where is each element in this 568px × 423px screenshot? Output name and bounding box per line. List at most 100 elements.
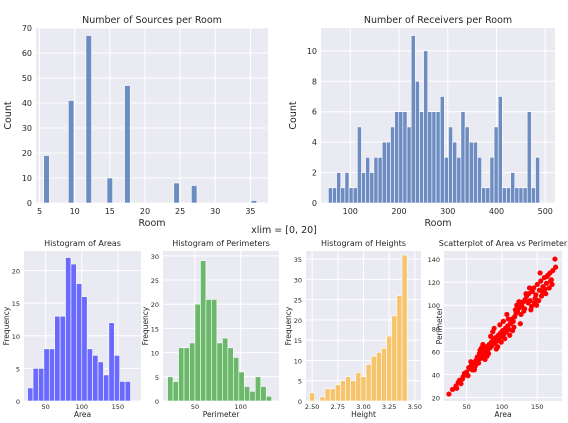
bar [205, 299, 212, 402]
bar [435, 111, 441, 204]
bar [460, 111, 466, 204]
bar [391, 315, 398, 402]
bar [381, 141, 387, 204]
scatter-point [478, 345, 485, 351]
x-tick-label: 15 [105, 207, 115, 216]
bar [370, 356, 377, 402]
x-tick-label: 200 [391, 207, 406, 216]
bar [81, 296, 88, 402]
bar [377, 157, 383, 204]
scatter-point [531, 300, 538, 306]
bar [489, 157, 495, 204]
y-axis-label: Frequency [284, 306, 293, 345]
y-axis-label: Perimeter [435, 307, 444, 345]
x-tick-label: 50 [462, 403, 470, 411]
scatter-point [461, 370, 468, 376]
bar [227, 347, 234, 402]
bar [332, 187, 337, 204]
bar [191, 185, 198, 204]
bar [493, 126, 499, 204]
y-tick-label: 30 [151, 253, 159, 261]
scatter-point [518, 311, 524, 318]
bar [86, 348, 93, 402]
bar [108, 322, 115, 402]
scatter-point [510, 318, 516, 324]
x-tick-label: 2.75 [331, 403, 345, 411]
x-tick-label: 500 [538, 207, 553, 216]
bar [54, 315, 61, 402]
figure-suptitle: xlim = [0, 20] [251, 225, 317, 236]
y-tick-label: 20 [12, 268, 20, 276]
bar [222, 337, 229, 402]
x-tick-label: 150 [531, 403, 543, 411]
bar [340, 187, 346, 204]
scatter-point [454, 385, 460, 391]
bar [260, 386, 267, 402]
y-tick-label: 10 [151, 350, 159, 358]
chart-scatter: 50 100 150 20 40 60 80 100 120 140 Scatterplot of … [428, 239, 568, 419]
scatter-point [544, 273, 550, 279]
scatter-point [548, 278, 554, 284]
scatter-point [458, 381, 464, 387]
bar [386, 335, 393, 402]
bar [43, 348, 50, 402]
bar [345, 376, 351, 402]
bar [68, 100, 75, 204]
bar [369, 172, 375, 204]
y-tick-label: 10 [294, 357, 302, 365]
y-tick-label: 6 [312, 108, 317, 117]
bar [216, 342, 223, 402]
y-tick-label: 60 [432, 348, 440, 356]
bar [481, 187, 487, 204]
bar [344, 172, 350, 204]
bar [401, 254, 408, 402]
scatter-point [502, 336, 508, 342]
scatter-point [534, 281, 540, 288]
chart-title: Histogram of Heights [321, 239, 406, 248]
bar [178, 347, 185, 402]
y-tick-label: 120 [428, 279, 440, 287]
scatter-point [538, 278, 544, 284]
bar [27, 387, 34, 402]
y-tick-label: 20 [151, 301, 159, 309]
x-tick-label: 50 [42, 403, 50, 411]
y-tick-label: 5 [298, 378, 302, 386]
x-axis-label: Room [424, 218, 451, 229]
x-tick-label: 35 [245, 207, 255, 216]
scatter-point [528, 307, 534, 313]
bar [361, 172, 366, 204]
bar [485, 187, 491, 204]
bar [249, 391, 256, 402]
bar [340, 380, 346, 402]
scatter-point [488, 333, 494, 339]
x-tick-label: 100 [234, 403, 246, 411]
bar [329, 388, 336, 402]
y-tick-label: 30 [294, 276, 302, 284]
bar [103, 374, 110, 402]
x-tick-label: 20 [140, 207, 150, 216]
bar [65, 257, 72, 402]
scatter-point [482, 356, 488, 363]
bar [526, 111, 532, 204]
bar [522, 187, 528, 204]
y-tick-label: 70 [22, 24, 32, 33]
bar [350, 380, 357, 402]
x-tick-label: 2.50 [305, 403, 319, 411]
bar [386, 141, 391, 204]
bar [360, 376, 367, 402]
bar [423, 50, 429, 204]
scatter-point [497, 322, 503, 328]
x-tick-label: 25 [175, 207, 185, 216]
y-tick-label: 140 [428, 256, 440, 264]
bar [70, 263, 77, 402]
bar [48, 348, 55, 402]
bar [477, 157, 482, 204]
y-axis-label: Frequency [2, 306, 11, 345]
x-tick-label: 3.25 [382, 403, 396, 411]
scatter-point [498, 339, 504, 345]
bar [355, 372, 362, 402]
bar [328, 187, 333, 204]
scatter-point [504, 311, 510, 318]
scatter-point [542, 286, 548, 292]
y-tick-label: 2 [312, 169, 317, 178]
